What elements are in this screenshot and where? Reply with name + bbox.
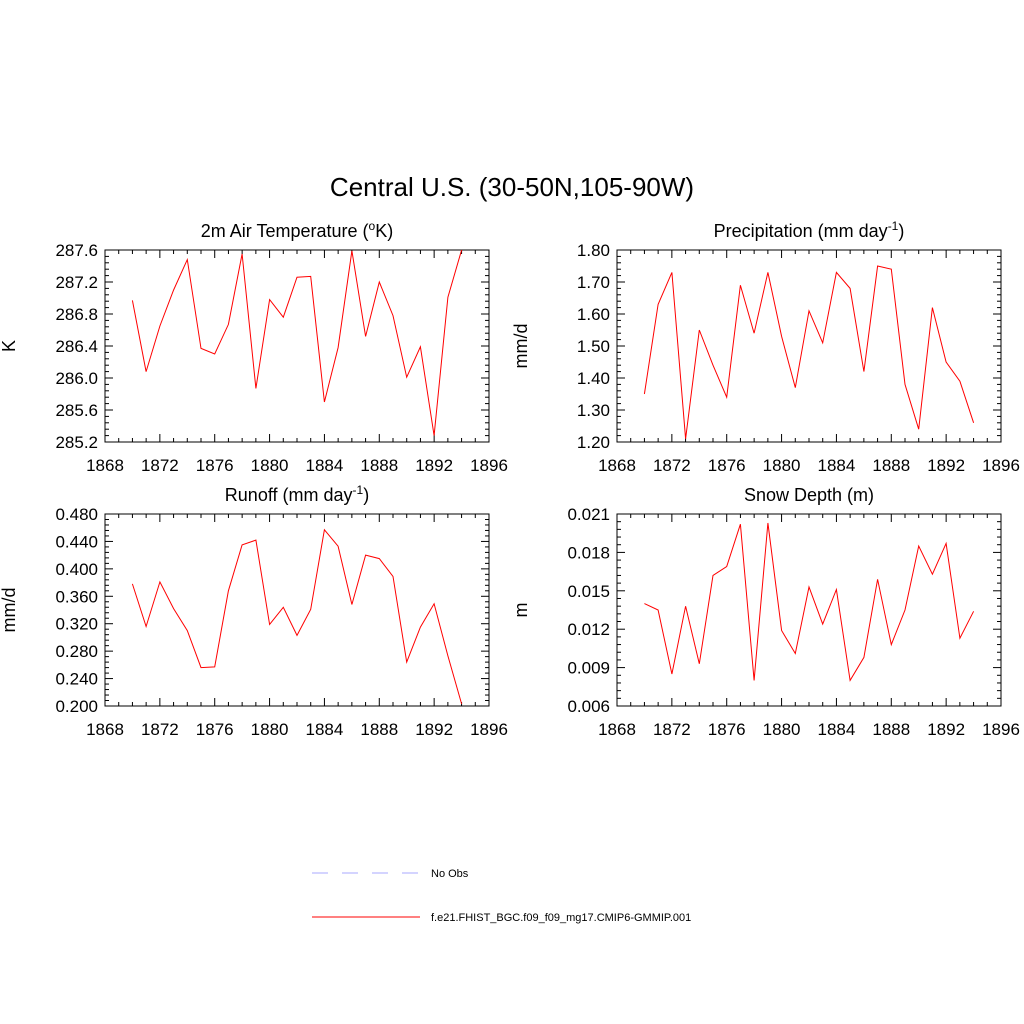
y-tick-label: 0.280 — [55, 642, 98, 661]
y-tick-label: 287.6 — [55, 241, 98, 260]
y-tick-label: 0.400 — [55, 560, 98, 579]
x-tick-label: 1892 — [927, 456, 965, 475]
panel-title-suffix: ) — [898, 221, 904, 241]
y-tick-label: 286.8 — [55, 305, 98, 324]
x-tick-label: 1892 — [927, 720, 965, 739]
y-tick-label: 285.2 — [55, 433, 98, 452]
y-tick-label: 1.20 — [577, 433, 610, 452]
y-tick-label: 1.80 — [577, 241, 610, 260]
x-tick-label: 1884 — [306, 456, 344, 475]
series-line — [131, 249, 463, 436]
y-tick-label: 0.360 — [55, 587, 98, 606]
x-tick-label: 1892 — [415, 456, 453, 475]
y-axis-label: K — [0, 340, 19, 352]
y-tick-label: 286.4 — [55, 337, 98, 356]
panel-title: Runoff (mm day-1) — [225, 483, 369, 505]
series-line — [131, 528, 463, 705]
x-tick-label: 1888 — [360, 456, 398, 475]
panel-title: Precipitation (mm day-1) — [714, 219, 905, 241]
panel-title-suffix: K) — [375, 221, 393, 241]
x-tick-label: 1896 — [470, 720, 508, 739]
y-tick-label: 0.006 — [567, 697, 610, 716]
panels: 2m Air Temperature (oK)1868 1872 1876 1880 1… — [0, 219, 1020, 739]
y-tick-label: 287.2 — [55, 273, 98, 292]
y-tick-label: 0.200 — [55, 697, 98, 716]
y-axis-label: mm/d — [511, 324, 531, 369]
x-tick-label: 1872 — [141, 456, 179, 475]
x-tick-label: 1896 — [470, 456, 508, 475]
legend-label: f.e21.FHIST_BGC.f09_f09_mg17.CMIP6-GMMIP… — [431, 912, 691, 924]
y-tick-label: 0.240 — [55, 670, 98, 689]
chart-panel-3: Runoff (mm day-1) 1868 1872 1876 1880 1884 188… — [0, 483, 508, 739]
x-tick-label: 1876 — [196, 456, 234, 475]
y-axis-label: m — [511, 603, 531, 618]
y-tick-label: 1.30 — [577, 401, 610, 420]
series-line — [643, 265, 975, 439]
x-tick-label: 1892 — [415, 720, 453, 739]
x-tick-label: 1888 — [872, 720, 910, 739]
legend-entry: f.e21.FHIST_BGC.f09_f09_mg17.CMIP6-GMMIP… — [312, 912, 691, 924]
x-tick-label: 1876 — [196, 720, 234, 739]
x-tick-label: 1868 — [86, 720, 124, 739]
panel-title-text: Precipitation (mm day — [714, 221, 888, 241]
panel-title: 2m Air Temperature (oK) — [201, 219, 393, 241]
x-tick-label: 1872 — [141, 720, 179, 739]
y-tick-label: 1.50 — [577, 337, 610, 356]
y-tick-label: 0.320 — [55, 615, 98, 634]
panel-title-text: 2m Air Temperature ( — [201, 221, 369, 241]
x-tick-label: 1884 — [818, 720, 856, 739]
figure-title: Central U.S. (30-50N,105-90W) — [330, 172, 694, 202]
x-tick-label: 1880 — [763, 720, 801, 739]
y-tick-label: 0.009 — [567, 659, 610, 678]
x-tick-label: 1880 — [251, 720, 289, 739]
x-tick-label: 1884 — [818, 456, 856, 475]
y-tick-label: 1.70 — [577, 273, 610, 292]
x-tick-label: 1884 — [306, 720, 344, 739]
x-tick-label: 1868 — [598, 720, 636, 739]
panel-title-text: Runoff (mm day — [225, 485, 353, 505]
plot-frame — [616, 249, 1002, 443]
y-tick-label: 0.440 — [55, 532, 98, 551]
plot-frame — [616, 513, 1002, 707]
y-tick-label: 0.021 — [567, 505, 610, 524]
y-tick-label: 0.012 — [567, 620, 610, 639]
y-tick-label: 0.480 — [55, 505, 98, 524]
x-tick-label: 1880 — [251, 456, 289, 475]
y-axis-label: mm/d — [0, 588, 19, 633]
panel-title-suffix: ) — [363, 485, 369, 505]
legend: No Obs f.e21.FHIST_BGC.f09_f09_mg17.CMIP6… — [312, 868, 691, 924]
y-tick-label: 0.015 — [567, 582, 610, 601]
series-line — [644, 522, 975, 682]
chart-panel-1: 2m Air Temperature (oK) 1868 1872 1876 1880 1… — [0, 219, 508, 475]
x-tick-label: 1876 — [708, 456, 746, 475]
chart-panel-4: Snow Depth (m) 1868 1872 1876 1880 1884 1888 18… — [511, 485, 1020, 739]
panel-title-superscript: o — [369, 219, 376, 233]
x-tick-label: 1872 — [653, 720, 691, 739]
y-tick-label: 286.0 — [55, 369, 98, 388]
x-tick-label: 1872 — [653, 456, 691, 475]
panel-title-text: Snow Depth (m) — [744, 485, 874, 505]
legend-label: No Obs — [431, 868, 469, 880]
x-tick-label: 1888 — [872, 456, 910, 475]
x-tick-label: 1876 — [708, 720, 746, 739]
plot-frame — [104, 249, 490, 443]
panel-title: Snow Depth (m) — [744, 485, 874, 505]
panel-title-superscript: -1 — [888, 219, 899, 233]
x-tick-label: 1868 — [598, 456, 636, 475]
x-tick-label: 1896 — [982, 456, 1020, 475]
legend-entry: No Obs — [312, 868, 469, 880]
x-tick-label: 1888 — [360, 720, 398, 739]
panel-title-superscript: -1 — [353, 483, 364, 497]
x-tick-label: 1896 — [982, 720, 1020, 739]
y-tick-label: 285.6 — [55, 401, 98, 420]
y-tick-label: 1.40 — [577, 369, 610, 388]
x-tick-label: 1880 — [763, 456, 801, 475]
plot-frame — [104, 513, 490, 707]
y-tick-label: 0.018 — [567, 543, 610, 562]
x-tick-label: 1868 — [86, 456, 124, 475]
y-tick-label: 1.60 — [577, 305, 610, 324]
chart-panel-2: Precipitation (mm day-1) 1868 1872 1876 1880… — [511, 219, 1020, 475]
